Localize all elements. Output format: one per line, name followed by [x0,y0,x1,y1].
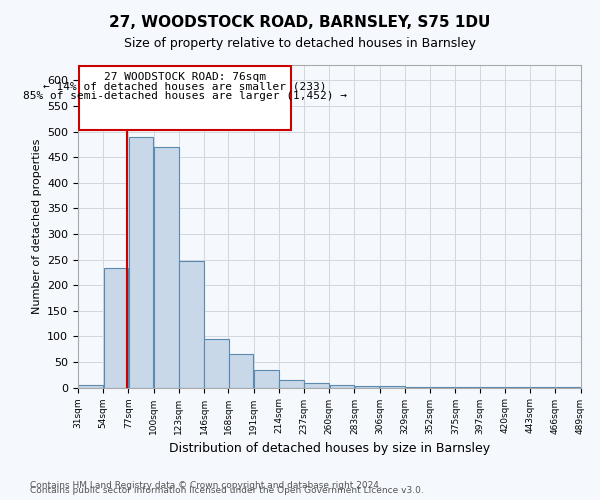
Text: Size of property relative to detached houses in Barnsley: Size of property relative to detached ho… [124,38,476,51]
Bar [279,380,304,388]
Bar [556,387,580,388]
Text: Contains public sector information licensed under the Open Government Licence v3: Contains public sector information licen… [30,486,424,495]
Bar [205,339,229,388]
Bar [355,386,379,388]
Bar [530,387,555,388]
X-axis label: Distribution of detached houses by size in Barnsley: Distribution of detached houses by size … [169,442,490,455]
Bar [129,136,154,388]
Bar [480,387,505,388]
Text: ← 14% of detached houses are smaller (233): ← 14% of detached houses are smaller (23… [43,82,327,92]
Text: 27, WOODSTOCK ROAD, BARNSLEY, S75 1DU: 27, WOODSTOCK ROAD, BARNSLEY, S75 1DU [109,15,491,30]
Bar [229,354,253,388]
Text: Contains HM Land Registry data © Crown copyright and database right 2024.: Contains HM Land Registry data © Crown c… [30,481,382,490]
Bar [329,385,354,388]
Text: 85% of semi-detached houses are larger (1,452) →: 85% of semi-detached houses are larger (… [23,90,347,101]
FancyBboxPatch shape [79,66,291,130]
Bar [254,370,278,388]
Bar [304,384,329,388]
Bar [78,385,103,388]
Bar [405,386,430,388]
Y-axis label: Number of detached properties: Number of detached properties [32,138,41,314]
Bar [179,260,204,388]
Bar [104,268,128,388]
Bar [154,147,179,388]
Bar [380,386,404,388]
Bar [430,386,455,388]
Text: 27 WOODSTOCK ROAD: 76sqm: 27 WOODSTOCK ROAD: 76sqm [104,72,266,82]
Bar [505,387,530,388]
Bar [456,387,481,388]
